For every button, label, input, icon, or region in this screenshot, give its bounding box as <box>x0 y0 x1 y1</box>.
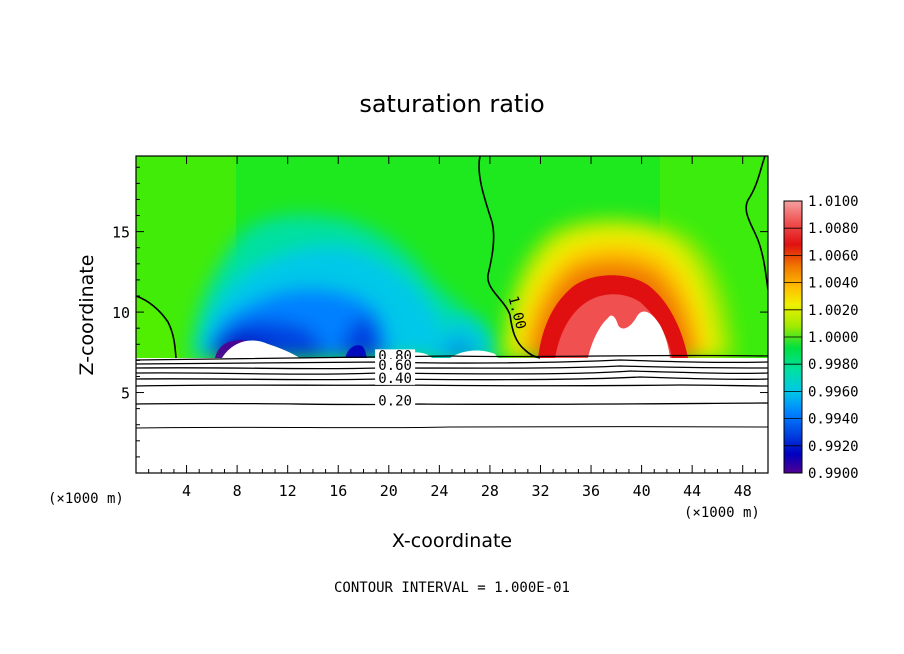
colorbar: 1.0100 1.0080 1.0060 1.0040 1.0020 1.0000 0.99… <box>783 194 859 482</box>
colorbar-label: 1.0020 <box>808 303 859 319</box>
x-tick-label: 4 <box>182 482 191 500</box>
colorbar-label: 1.0040 <box>808 276 859 292</box>
subsaturated-region <box>190 215 500 358</box>
colorbar-label: 0.9960 <box>808 384 859 400</box>
x-tick-label: 24 <box>430 482 448 500</box>
contour-label-bg <box>375 371 416 385</box>
x-axis: 4 8 12 16 20 24 28 32 36 40 44 48 <box>148 156 756 500</box>
colorbar-label: 1.0080 <box>808 221 859 237</box>
colorbar-label: 0.9980 <box>808 357 859 373</box>
contour-label: 0.20 <box>378 393 412 409</box>
x-tick-label: 28 <box>481 482 499 500</box>
contour-label: 0.60 <box>378 358 412 374</box>
contour-lines <box>136 156 768 359</box>
colorbar-label: 1.0000 <box>808 330 859 346</box>
x-tick-label: 44 <box>683 482 701 500</box>
contour-label: 0.40 <box>378 371 412 387</box>
contour-label-bg <box>375 359 416 373</box>
contour-field <box>136 156 768 473</box>
x-tick-label: 12 <box>279 482 297 500</box>
x-tick-label: 36 <box>582 482 600 500</box>
x-axis-unit-left: (×1000 m) <box>48 491 124 507</box>
cloud-base-mask <box>136 358 768 473</box>
y-tick-label: 10 <box>112 304 130 322</box>
x-axis-unit-right: (×1000 m) <box>684 505 760 521</box>
y-axis: 5 10 15 <box>112 166 768 458</box>
colorbar-label: 1.0100 <box>808 194 859 210</box>
x-tick-label: 48 <box>734 482 752 500</box>
y-tick-label: 5 <box>121 385 130 403</box>
x-tick-label: 16 <box>329 482 347 500</box>
horizontal-contours <box>136 354 768 406</box>
colorbar-label: 0.9940 <box>808 412 859 428</box>
colorbar-label: 0.9900 <box>808 466 859 482</box>
x-tick-label: 20 <box>380 482 398 500</box>
x-tick-label: 40 <box>633 482 651 500</box>
x-tick-label: 8 <box>233 482 242 500</box>
chart-title: saturation ratio <box>359 90 544 118</box>
contour-labels: 0.800.600.400.201.00 <box>375 294 529 409</box>
colorbar-labels: 1.0100 1.0080 1.0060 1.0040 1.0020 1.0000 0.99… <box>784 194 859 482</box>
contour-label-bg <box>375 394 416 408</box>
colorbar-label: 1.0060 <box>808 248 859 264</box>
colorbar-label: 0.9920 <box>808 439 859 455</box>
dome-hole <box>588 311 670 358</box>
x-axis-label: X-coordinate <box>392 530 512 552</box>
y-tick-label: 15 <box>112 224 130 242</box>
y-axis-label: Z-coordinate <box>76 255 98 376</box>
x-tick-label: 32 <box>531 482 549 500</box>
contour-interval-note: CONTOUR INTERVAL = 1.000E-01 <box>334 580 570 596</box>
